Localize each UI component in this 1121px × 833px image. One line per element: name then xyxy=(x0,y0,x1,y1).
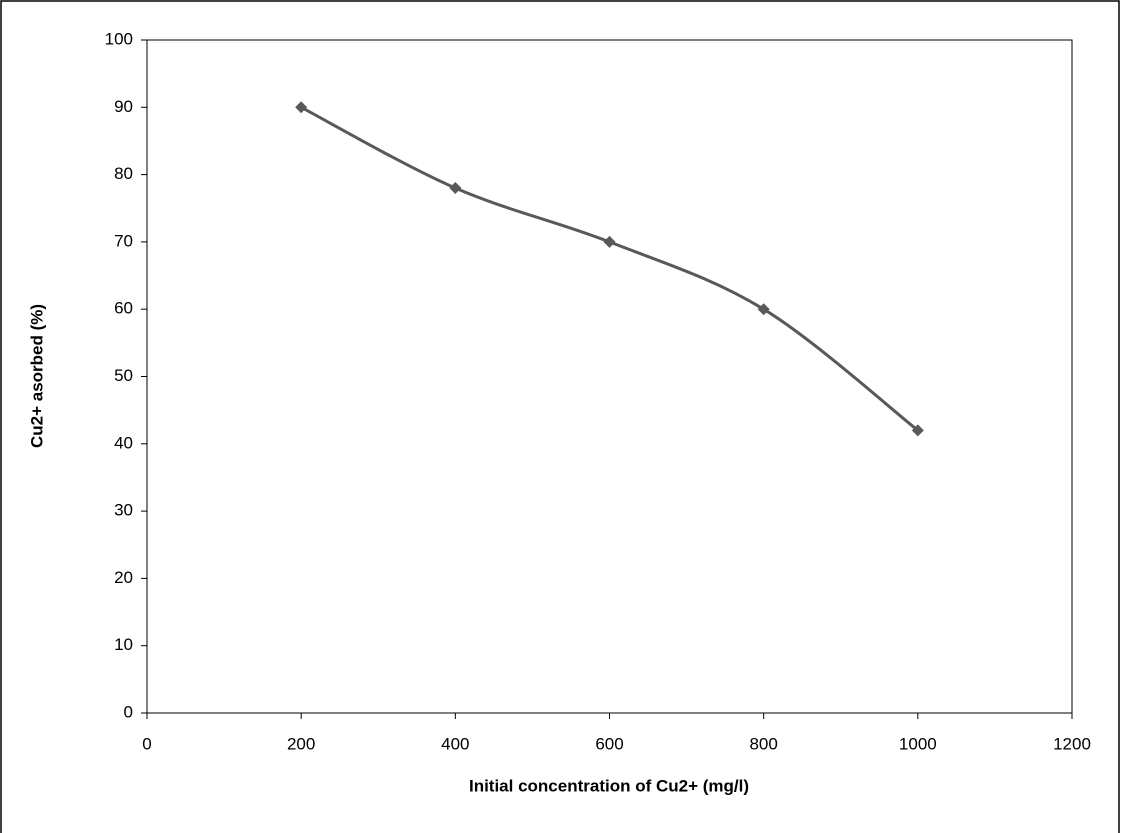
x-tick-label: 800 xyxy=(749,734,777,753)
data-line xyxy=(300,105,919,432)
data-point xyxy=(295,101,308,114)
y-tick-label: 30 xyxy=(114,501,133,520)
y-axis-title: Cu2+ asorbed (%) xyxy=(27,304,46,448)
data-point xyxy=(911,424,924,437)
data-point xyxy=(603,235,616,248)
x-tick-label: 200 xyxy=(287,734,315,753)
y-tick-label: 50 xyxy=(114,366,133,385)
x-axis-title: Initial concentration of Cu2+ (mg/l) xyxy=(469,776,749,795)
y-tick-label: 80 xyxy=(114,164,133,183)
y-tick-label: 10 xyxy=(114,635,133,654)
y-tick-label: 100 xyxy=(105,29,133,48)
x-tick-label: 400 xyxy=(441,734,469,753)
plot-frame xyxy=(146,39,1073,714)
x-tick-label: 600 xyxy=(595,734,623,753)
y-tick-label: 70 xyxy=(114,231,133,250)
x-tick-label: 1000 xyxy=(899,734,937,753)
data-point xyxy=(757,303,770,316)
y-tick-label: 60 xyxy=(114,299,133,318)
y-tick-label: 40 xyxy=(114,433,133,452)
y-tick-label: 90 xyxy=(114,97,133,116)
x-tick-label: 0 xyxy=(142,734,151,753)
data-point xyxy=(449,182,462,195)
y-tick-label: 20 xyxy=(114,568,133,587)
y-tick-label: 0 xyxy=(124,702,133,721)
x-tick-label: 1200 xyxy=(1053,734,1091,753)
